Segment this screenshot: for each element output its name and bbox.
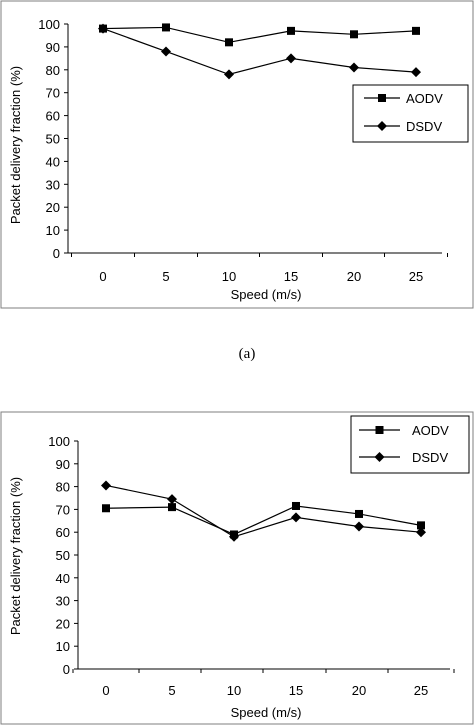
chart-b-ytick-label: 50 [56,548,70,563]
chart-b-series-dsdv-line [105,484,422,538]
chart-a-xtick-label: 15 [284,269,298,284]
chart-a-series-aodv-line [102,26,417,43]
chart-b-series-aodv-point [102,504,110,513]
chart-a-series-dsdv-point [98,23,108,34]
chart-a-xtick-label: 5 [162,269,169,284]
chart-a-ytick-label: 10 [46,223,60,238]
chart-a-legend-dsdv-label: DSDV [406,119,442,134]
chart-a-series-dsdv-point [286,53,296,64]
chart-b-xlabel: Speed (m/s) [231,705,302,720]
chart-a-ylabel: Packet delivery fraction (%) [8,66,23,224]
chart-a-ytick-label: 80 [46,63,60,78]
chart-b-series-dsdv-point [291,512,301,523]
chart-b-xtick-label: 20 [352,683,366,698]
chart-b-series-aodv-line [105,505,422,536]
chart-a-series-aodv-point [412,26,420,35]
chart-b-ytick-label: 90 [56,457,70,472]
chart-a-series-aodv-point [162,23,170,32]
chart-a-series-dsdv-point [349,62,359,73]
chart-a-series-dsdv-line [102,28,417,76]
chart-b-legend-aodv-marker [375,426,384,434]
chart-b-legend: AODV DSDV [350,415,470,474]
chart-b-xtick-label: 15 [289,683,303,698]
chart-a-ytick-label: 60 [46,109,60,124]
chart-b-series-aodv-point [355,509,363,518]
chart-a-xtick-label: 20 [347,269,361,284]
chart-a-ytick-label: 30 [46,177,60,192]
chart-a-legend-box [352,84,469,143]
chart-a-ytick-label: 20 [46,200,60,215]
chart-a-series-dsdv-point [224,69,234,80]
chart-a-ytick-label: 100 [38,17,60,32]
chart-a-frame [0,0,474,309]
chart-a-ytick-label: 50 [46,132,60,147]
chart-b-ytick-label: 60 [56,525,70,540]
chart-a-xtick-label: 10 [222,269,236,284]
chart-b-ytick-label: 10 [56,639,70,654]
chart-b-legend-dsdv-label: DSDV [412,450,448,465]
chart-b-series-dsdv-point [167,494,177,505]
chart-a-legend-dsdv-marker [377,121,387,131]
chart-b-series-dsdv-point [101,480,111,491]
chart-a-series-aodv-point [287,26,295,35]
chart-b-series-dsdv-point [416,527,426,538]
chart-a-series-aodv-point [225,38,233,47]
caption-a: (a) [239,346,256,362]
chart-a-series-dsdv-point [161,46,171,57]
chart-a-ytick-label: 90 [46,40,60,55]
chart-b-ytick-label: 30 [56,594,70,609]
chart-a-legend-aodv-label: AODV [406,91,443,106]
chart-a-xlabel: Speed (m/s) [231,287,302,302]
chart-a-ytick-label: 40 [46,154,60,169]
chart-b-series-aodv-point [168,503,176,512]
chart-b-legend-dsdv-marker [374,452,385,462]
chart-b-series-aodv-point [417,521,425,530]
chart-b-xtick-label: 0 [102,683,109,698]
chart-a-series-aodv-point [350,30,358,39]
chart-b-series-aodv-point [292,501,300,510]
chart-b-xtick-label: 10 [227,683,241,698]
chart-b-series-dsdv-point [229,531,239,542]
chart-a-legend-aodv-marker [378,94,386,102]
chart-b-ylabel: Packet delivery fraction (%) [8,477,23,635]
chart-b-ytick-label: 20 [56,616,70,631]
chart-a-xtick-label: 0 [99,269,106,284]
chart-b-legend-box [350,415,470,474]
chart-a-xtick-label: 25 [409,269,423,284]
chart-b-legend-aodv-label: AODV [412,423,449,438]
chart-b-ytick-label: 0 [63,662,70,677]
chart-a-ytick-label: 70 [46,86,60,101]
chart-b-series-dsdv-point [354,521,364,532]
chart-b-ytick-label: 40 [56,571,70,586]
chart-a-series-dsdv-point [411,67,421,78]
chart-b-xtick-label: 5 [168,683,175,698]
chart-b-ytick-label: 80 [56,480,70,495]
chart-b-xtick-label: 25 [414,683,428,698]
chart-a-legend: AODV DSDV [352,84,469,143]
chart-a: 0 10 20 30 40 50 60 70 80 90 100 0 5 10 15 20 25 Speed … [0,0,474,309]
chart-b-ytick-label: 100 [48,434,70,449]
chart-b-frame [0,411,474,725]
chart-b-ytick-label: 70 [56,502,70,517]
chart-a-ytick-label: 0 [53,246,60,261]
chart-b: 0 10 20 30 40 50 60 70 80 90 100 0 5 10 15 20 25 Speed … [0,411,474,725]
